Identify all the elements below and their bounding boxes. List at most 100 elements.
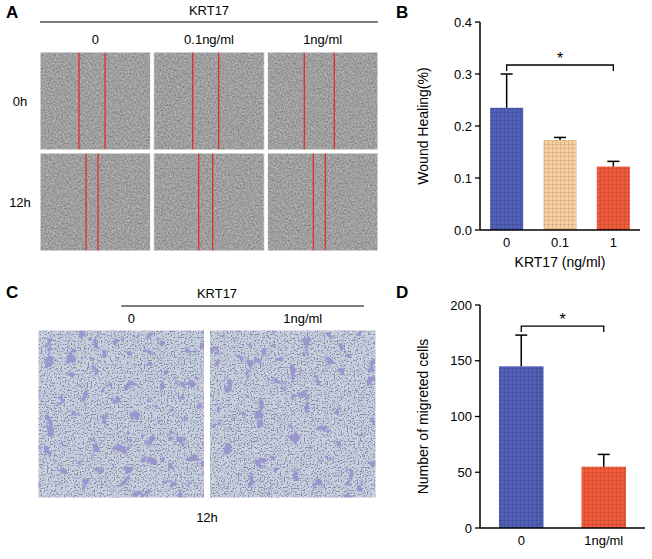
x-tick-label: 1 bbox=[610, 235, 617, 250]
micrograph-background bbox=[154, 153, 265, 251]
error-bar bbox=[515, 335, 527, 366]
micrograph-background bbox=[38, 330, 205, 498]
column-label: 1ng/ml bbox=[303, 32, 342, 47]
scratch-edge bbox=[97, 153, 98, 251]
panel-header: KRT17 bbox=[189, 3, 229, 18]
error-cap bbox=[554, 137, 566, 139]
header-rule bbox=[40, 21, 378, 22]
scratch-edge bbox=[198, 153, 199, 251]
x-tick-label: 0 bbox=[503, 235, 510, 250]
panel-c: KRT17 0 1ng/ml 12h bbox=[38, 286, 376, 525]
panel-label: D bbox=[396, 283, 408, 302]
scratch-edge bbox=[85, 153, 86, 251]
micrograph bbox=[40, 52, 151, 150]
micrograph-background bbox=[154, 52, 265, 150]
error-bar bbox=[554, 137, 566, 140]
scratch-edge bbox=[104, 52, 105, 150]
scratch-edge bbox=[334, 52, 335, 150]
bar bbox=[499, 366, 544, 528]
bar bbox=[543, 140, 576, 230]
scratch-edge bbox=[313, 153, 314, 251]
y-tick bbox=[475, 416, 480, 417]
y-tick-label: 50 bbox=[458, 465, 472, 480]
micrograph-border bbox=[267, 52, 378, 150]
y-tick-label: 100 bbox=[450, 409, 472, 424]
scratch-edge bbox=[78, 52, 79, 150]
plot-area bbox=[490, 74, 630, 230]
y-tick bbox=[475, 125, 480, 126]
panel-label: A bbox=[6, 3, 18, 22]
bar-chart: 0.00.10.20.30.400.11KRT17 (ng/ml)Wound H… bbox=[415, 15, 640, 271]
micrograph-cells bbox=[38, 330, 205, 498]
y-tick bbox=[475, 472, 480, 473]
micrograph-texture bbox=[210, 330, 377, 498]
error-cap bbox=[501, 73, 513, 75]
y-tick bbox=[475, 304, 480, 305]
scratch-edge bbox=[218, 52, 219, 150]
significance-mark: * bbox=[559, 311, 565, 328]
micrograph-background bbox=[210, 330, 377, 498]
panel-caption: 12h bbox=[196, 510, 218, 525]
micrograph-border bbox=[154, 52, 265, 150]
micrograph bbox=[40, 153, 151, 251]
y-axis-label: Number of migreted cells bbox=[415, 339, 431, 495]
y-tick bbox=[475, 527, 480, 528]
row-label: 0h bbox=[13, 94, 27, 109]
micrograph-background bbox=[40, 153, 151, 251]
x-axis-label: KRT17 (ng/ml) bbox=[515, 254, 606, 270]
y-tick-label: 0.4 bbox=[454, 15, 472, 30]
error-cap bbox=[607, 161, 619, 163]
y-tick bbox=[475, 229, 480, 230]
y-tick-label: 150 bbox=[450, 353, 472, 368]
column-label: 0 bbox=[128, 311, 135, 326]
x-tick-label: 0 bbox=[518, 533, 525, 548]
panel-label: B bbox=[396, 3, 408, 22]
panel-a: KRT1700.1ng/ml1ng/ml0h12h bbox=[9, 3, 378, 251]
micrograph-border bbox=[40, 52, 151, 150]
bar-chart: 0 50 100 150 200 0 1ng/ml Number of migreted ce… bbox=[415, 298, 645, 549]
y-tick-label: 0.1 bbox=[454, 171, 472, 186]
panel-header: KRT17 bbox=[197, 286, 237, 301]
micrograph bbox=[154, 52, 265, 150]
x-tick-label: 1ng/ml bbox=[584, 533, 623, 548]
error-stem bbox=[603, 454, 605, 466]
error-cap bbox=[515, 334, 527, 336]
micrograph-border bbox=[154, 153, 265, 251]
micrograph-texture bbox=[38, 330, 205, 498]
x-axis bbox=[480, 229, 640, 231]
bar bbox=[490, 108, 523, 230]
y-tick-label: 0 bbox=[465, 521, 472, 536]
column-label: 1ng/ml bbox=[283, 311, 322, 326]
micrograph-border bbox=[210, 330, 377, 498]
bar bbox=[581, 467, 626, 528]
y-tick-label: 200 bbox=[450, 298, 472, 313]
y-axis-label: Wound Healing(%) bbox=[415, 67, 431, 184]
micrograph-background bbox=[267, 52, 378, 150]
micrograph bbox=[267, 52, 378, 150]
y-tick-label: 0.2 bbox=[454, 119, 472, 134]
y-tick bbox=[475, 177, 480, 178]
error-bar bbox=[607, 161, 619, 166]
scratch-edge bbox=[325, 153, 326, 251]
micrograph-border bbox=[38, 330, 205, 498]
error-bar bbox=[501, 74, 513, 108]
x-axis bbox=[480, 527, 645, 529]
bar bbox=[597, 167, 630, 230]
y-tick-label: 0.0 bbox=[454, 223, 472, 238]
figure: ABCDKRT1700.1ng/ml1ng/ml0h12hKRT1701ng/m… bbox=[0, 0, 652, 559]
y-tick-label: 0.3 bbox=[454, 67, 472, 82]
y-tick bbox=[475, 73, 480, 74]
error-bar bbox=[598, 454, 610, 466]
y-tick bbox=[475, 360, 480, 361]
error-stem bbox=[506, 74, 508, 108]
error-stem bbox=[613, 161, 615, 166]
plot-area bbox=[499, 335, 626, 528]
y-tick bbox=[475, 21, 480, 22]
micrograph bbox=[154, 153, 265, 251]
scratch-edge bbox=[192, 52, 193, 150]
micrograph-border bbox=[40, 153, 151, 251]
scratch-edge bbox=[304, 52, 305, 150]
error-cap bbox=[598, 454, 610, 456]
micrograph-cells bbox=[210, 330, 377, 498]
micrograph-background bbox=[267, 153, 378, 251]
